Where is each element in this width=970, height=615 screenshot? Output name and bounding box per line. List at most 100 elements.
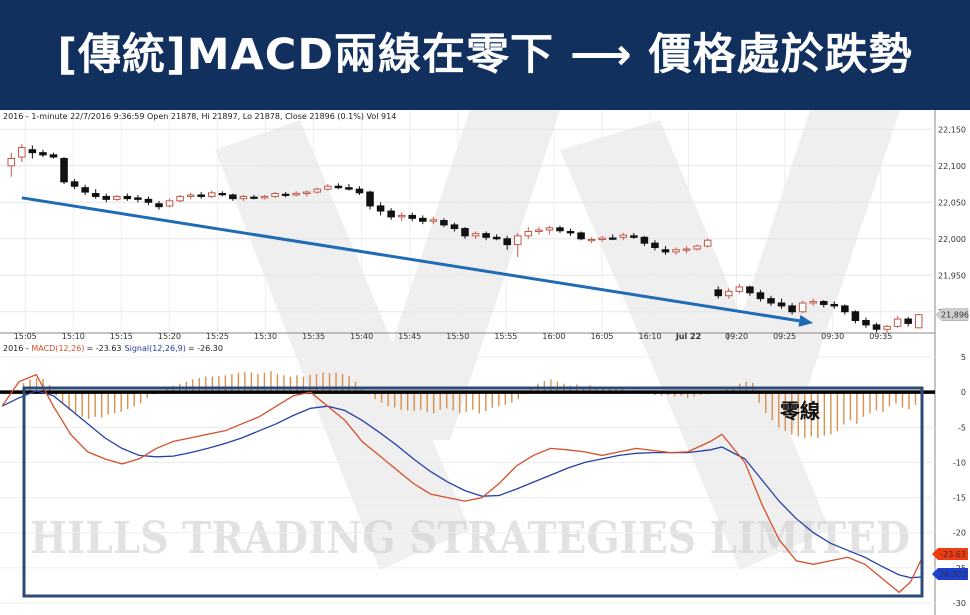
- candle: [292, 191, 300, 197]
- candle: [725, 288, 733, 299]
- banner-title: [傳統]MACD兩線在零下 ⟶ 價格處於跌勢: [57, 30, 913, 80]
- candle: [651, 240, 659, 251]
- candle: [788, 302, 796, 315]
- candle: [355, 186, 364, 195]
- candle: [271, 192, 279, 198]
- candle: [904, 316, 912, 327]
- candle: [366, 190, 374, 210]
- candle: [49, 152, 58, 159]
- last-price-label: 21,896: [941, 311, 969, 320]
- candle: [756, 289, 765, 302]
- macd-info-label: MACD(12,26): [31, 344, 84, 353]
- price-x-tick-label: 15:55: [494, 332, 517, 341]
- macd-y-tick-label: 5: [961, 353, 966, 362]
- candle: [598, 235, 606, 242]
- price-y-tick-label: 22,000: [938, 235, 966, 244]
- candle: [376, 202, 385, 216]
- candle: [682, 246, 691, 254]
- price-x-tick-label: 15:35: [302, 332, 325, 341]
- candle: [397, 212, 406, 222]
- candle: [218, 191, 227, 197]
- signal-info-label: Signal(12,26,9): [125, 344, 186, 353]
- candle: [28, 145, 37, 159]
- candle: [471, 231, 480, 239]
- candle: [608, 234, 617, 241]
- price-x-tick-label: 15:15: [110, 332, 133, 341]
- candle: [165, 198, 174, 208]
- signal-line: [1, 390, 923, 579]
- candle: [767, 295, 775, 306]
- price-y-tick-label: 22,150: [938, 125, 966, 134]
- candle: [408, 212, 417, 222]
- candle: [39, 149, 47, 158]
- signal-info-value: = -26.30: [188, 344, 223, 353]
- candlesticks: [7, 143, 923, 333]
- price-y-tick-label: 22,100: [938, 162, 966, 171]
- price-info-line: 2016 - 1-minute 22/7/2016 9:36:59 Open 2…: [3, 112, 396, 121]
- candle: [440, 218, 448, 228]
- candle: [250, 194, 258, 200]
- candle: [492, 234, 501, 241]
- candle: [482, 231, 490, 241]
- candle: [513, 232, 522, 258]
- macd-y-tick-label: -30: [953, 599, 966, 608]
- candle: [640, 235, 649, 247]
- price-x-tick-label: 16:00: [542, 332, 565, 341]
- price-x-tick-label: 15:45: [398, 332, 421, 341]
- candle: [672, 247, 680, 255]
- candle: [914, 313, 923, 329]
- macd-y-tick-label: -5: [958, 423, 966, 432]
- candle: [334, 183, 343, 190]
- price-macd-chart: HILLS TRADING STRATEGIES LIMITED 22,150 2…: [0, 110, 970, 615]
- candle: [91, 189, 100, 199]
- macd-info-line: 2016 - MACD(12,26) = -23.63 Signal(12,26,9…: [3, 344, 223, 353]
- candle: [893, 316, 902, 328]
- candle: [798, 300, 807, 314]
- price-x-tick-label: 15:30: [254, 332, 277, 341]
- candle: [229, 193, 237, 201]
- candle: [535, 227, 543, 235]
- candle: [260, 194, 269, 200]
- candle: [883, 324, 891, 333]
- macd-y-tick-label: 0: [961, 388, 966, 397]
- candle: [419, 215, 427, 225]
- candle: [134, 194, 142, 203]
- candle: [81, 184, 89, 195]
- last-price-tag: 21,896: [935, 308, 969, 321]
- candle: [60, 157, 68, 185]
- price-x-tick-label: 15:25: [206, 332, 229, 341]
- title-banner: [傳統]MACD兩線在零下 ⟶ 價格處於跌勢: [0, 0, 970, 110]
- price-x-tick-label: 15:20: [158, 332, 181, 341]
- candle: [735, 284, 744, 294]
- price-x-tick-label: 15:05: [14, 332, 37, 341]
- candle: [324, 184, 332, 191]
- candle: [545, 225, 554, 235]
- price-x-tick-label: Jul 22: [675, 332, 701, 341]
- candle: [587, 237, 596, 244]
- candle: [703, 238, 712, 248]
- macd-histogram: [9, 371, 923, 438]
- candle: [239, 194, 248, 201]
- price-x-tick-label: 15:40: [350, 332, 373, 341]
- watermark-text: HILLS TRADING STRATEGIES LIMITED: [30, 513, 910, 564]
- candle: [176, 194, 184, 203]
- macd-line: [1, 373, 923, 594]
- candle: [577, 231, 585, 241]
- macd-info-prefix: 2016 -: [3, 344, 31, 353]
- candle: [197, 192, 205, 199]
- price-grid: [0, 110, 935, 333]
- highlight-box: [22, 386, 924, 598]
- price-y-tick-label: 21,950: [938, 271, 966, 280]
- candle: [830, 301, 839, 309]
- macd-y-tick-label: -15: [953, 494, 966, 503]
- last-signal-tag: 26.303: [932, 568, 968, 581]
- macd-info-value: = -23.63: [86, 344, 121, 353]
- price-x-tick-label: 09:20: [725, 332, 748, 341]
- candle: [714, 286, 723, 299]
- candle: [851, 310, 860, 324]
- candle: [461, 227, 469, 239]
- price-x-ticks: 15:05 15:10 15:15 15:20 15:25 15:30 15:35 15:40…: [14, 332, 893, 341]
- candle: [186, 192, 195, 200]
- candle: [387, 208, 395, 220]
- candle: [503, 235, 511, 250]
